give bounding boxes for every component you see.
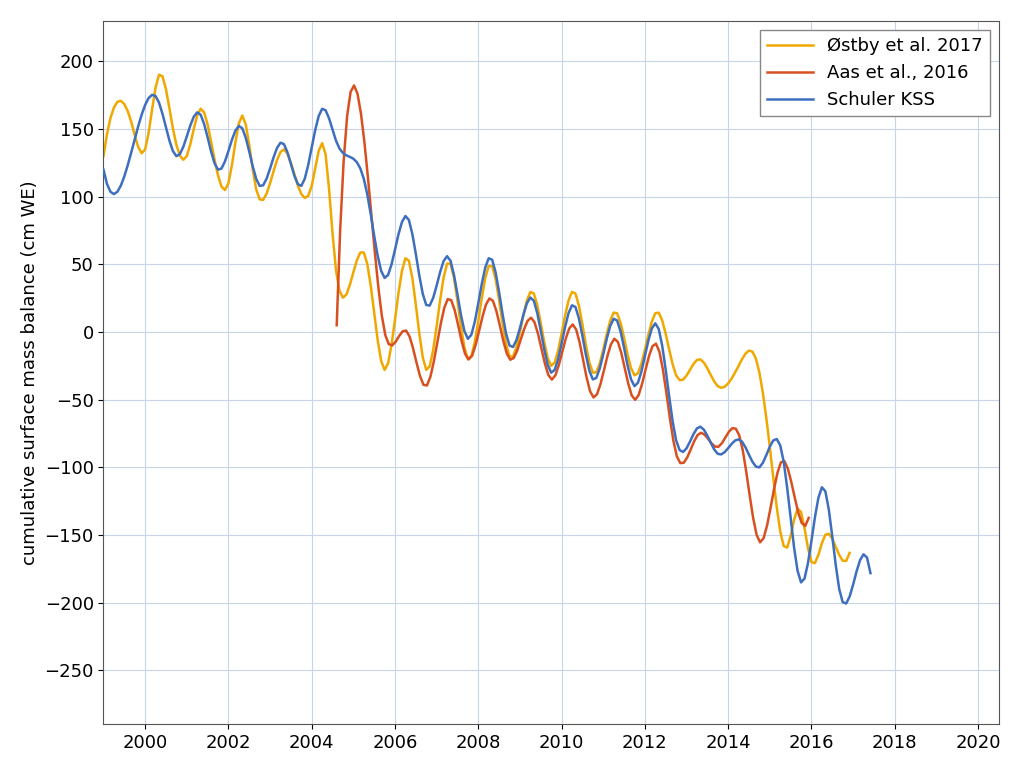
- Østby et al. 2017: [267, 167, 280, 176]
- Schuler KSS: [840, 599, 852, 608]
- Østby et al. 2017: [97, 152, 110, 161]
- Aas et al., 2016: [508, 353, 520, 363]
- Y-axis label: cumulative surface mass balance (cm WE): cumulative surface mass balance (cm WE): [20, 180, 39, 565]
- Østby et al. 2017: [809, 558, 821, 567]
- Schuler KSS: [312, 111, 325, 121]
- Østby et al. 2017: [844, 548, 856, 557]
- Schuler KSS: [97, 165, 110, 175]
- Østby et al. 2017: [524, 288, 537, 297]
- Schuler KSS: [129, 135, 141, 144]
- Schuler KSS: [354, 164, 367, 173]
- Aas et al., 2016: [754, 538, 766, 547]
- Aas et al., 2016: [348, 81, 360, 90]
- Legend: Østby et al. 2017, Aas et al., 2016, Schuler KSS: Østby et al. 2017, Aas et al., 2016, Sch…: [760, 30, 990, 117]
- Østby et al. 2017: [288, 169, 300, 179]
- Aas et al., 2016: [803, 513, 815, 523]
- Schuler KSS: [146, 90, 159, 100]
- Aas et al., 2016: [626, 390, 638, 400]
- Schuler KSS: [198, 119, 210, 128]
- Schuler KSS: [795, 577, 807, 587]
- Aas et al., 2016: [331, 321, 343, 330]
- Line: Aas et al., 2016: Aas et al., 2016: [337, 86, 809, 543]
- Aas et al., 2016: [497, 336, 509, 346]
- Schuler KSS: [375, 266, 387, 275]
- Østby et al. 2017: [732, 361, 744, 370]
- Aas et al., 2016: [698, 430, 711, 439]
- Aas et al., 2016: [543, 370, 555, 380]
- Østby et al. 2017: [674, 376, 686, 385]
- Aas et al., 2016: [400, 326, 413, 335]
- Østby et al. 2017: [153, 70, 165, 80]
- Schuler KSS: [864, 568, 877, 577]
- Line: Østby et al. 2017: Østby et al. 2017: [103, 75, 850, 563]
- Østby et al. 2017: [531, 301, 544, 310]
- Line: Schuler KSS: Schuler KSS: [103, 95, 870, 604]
